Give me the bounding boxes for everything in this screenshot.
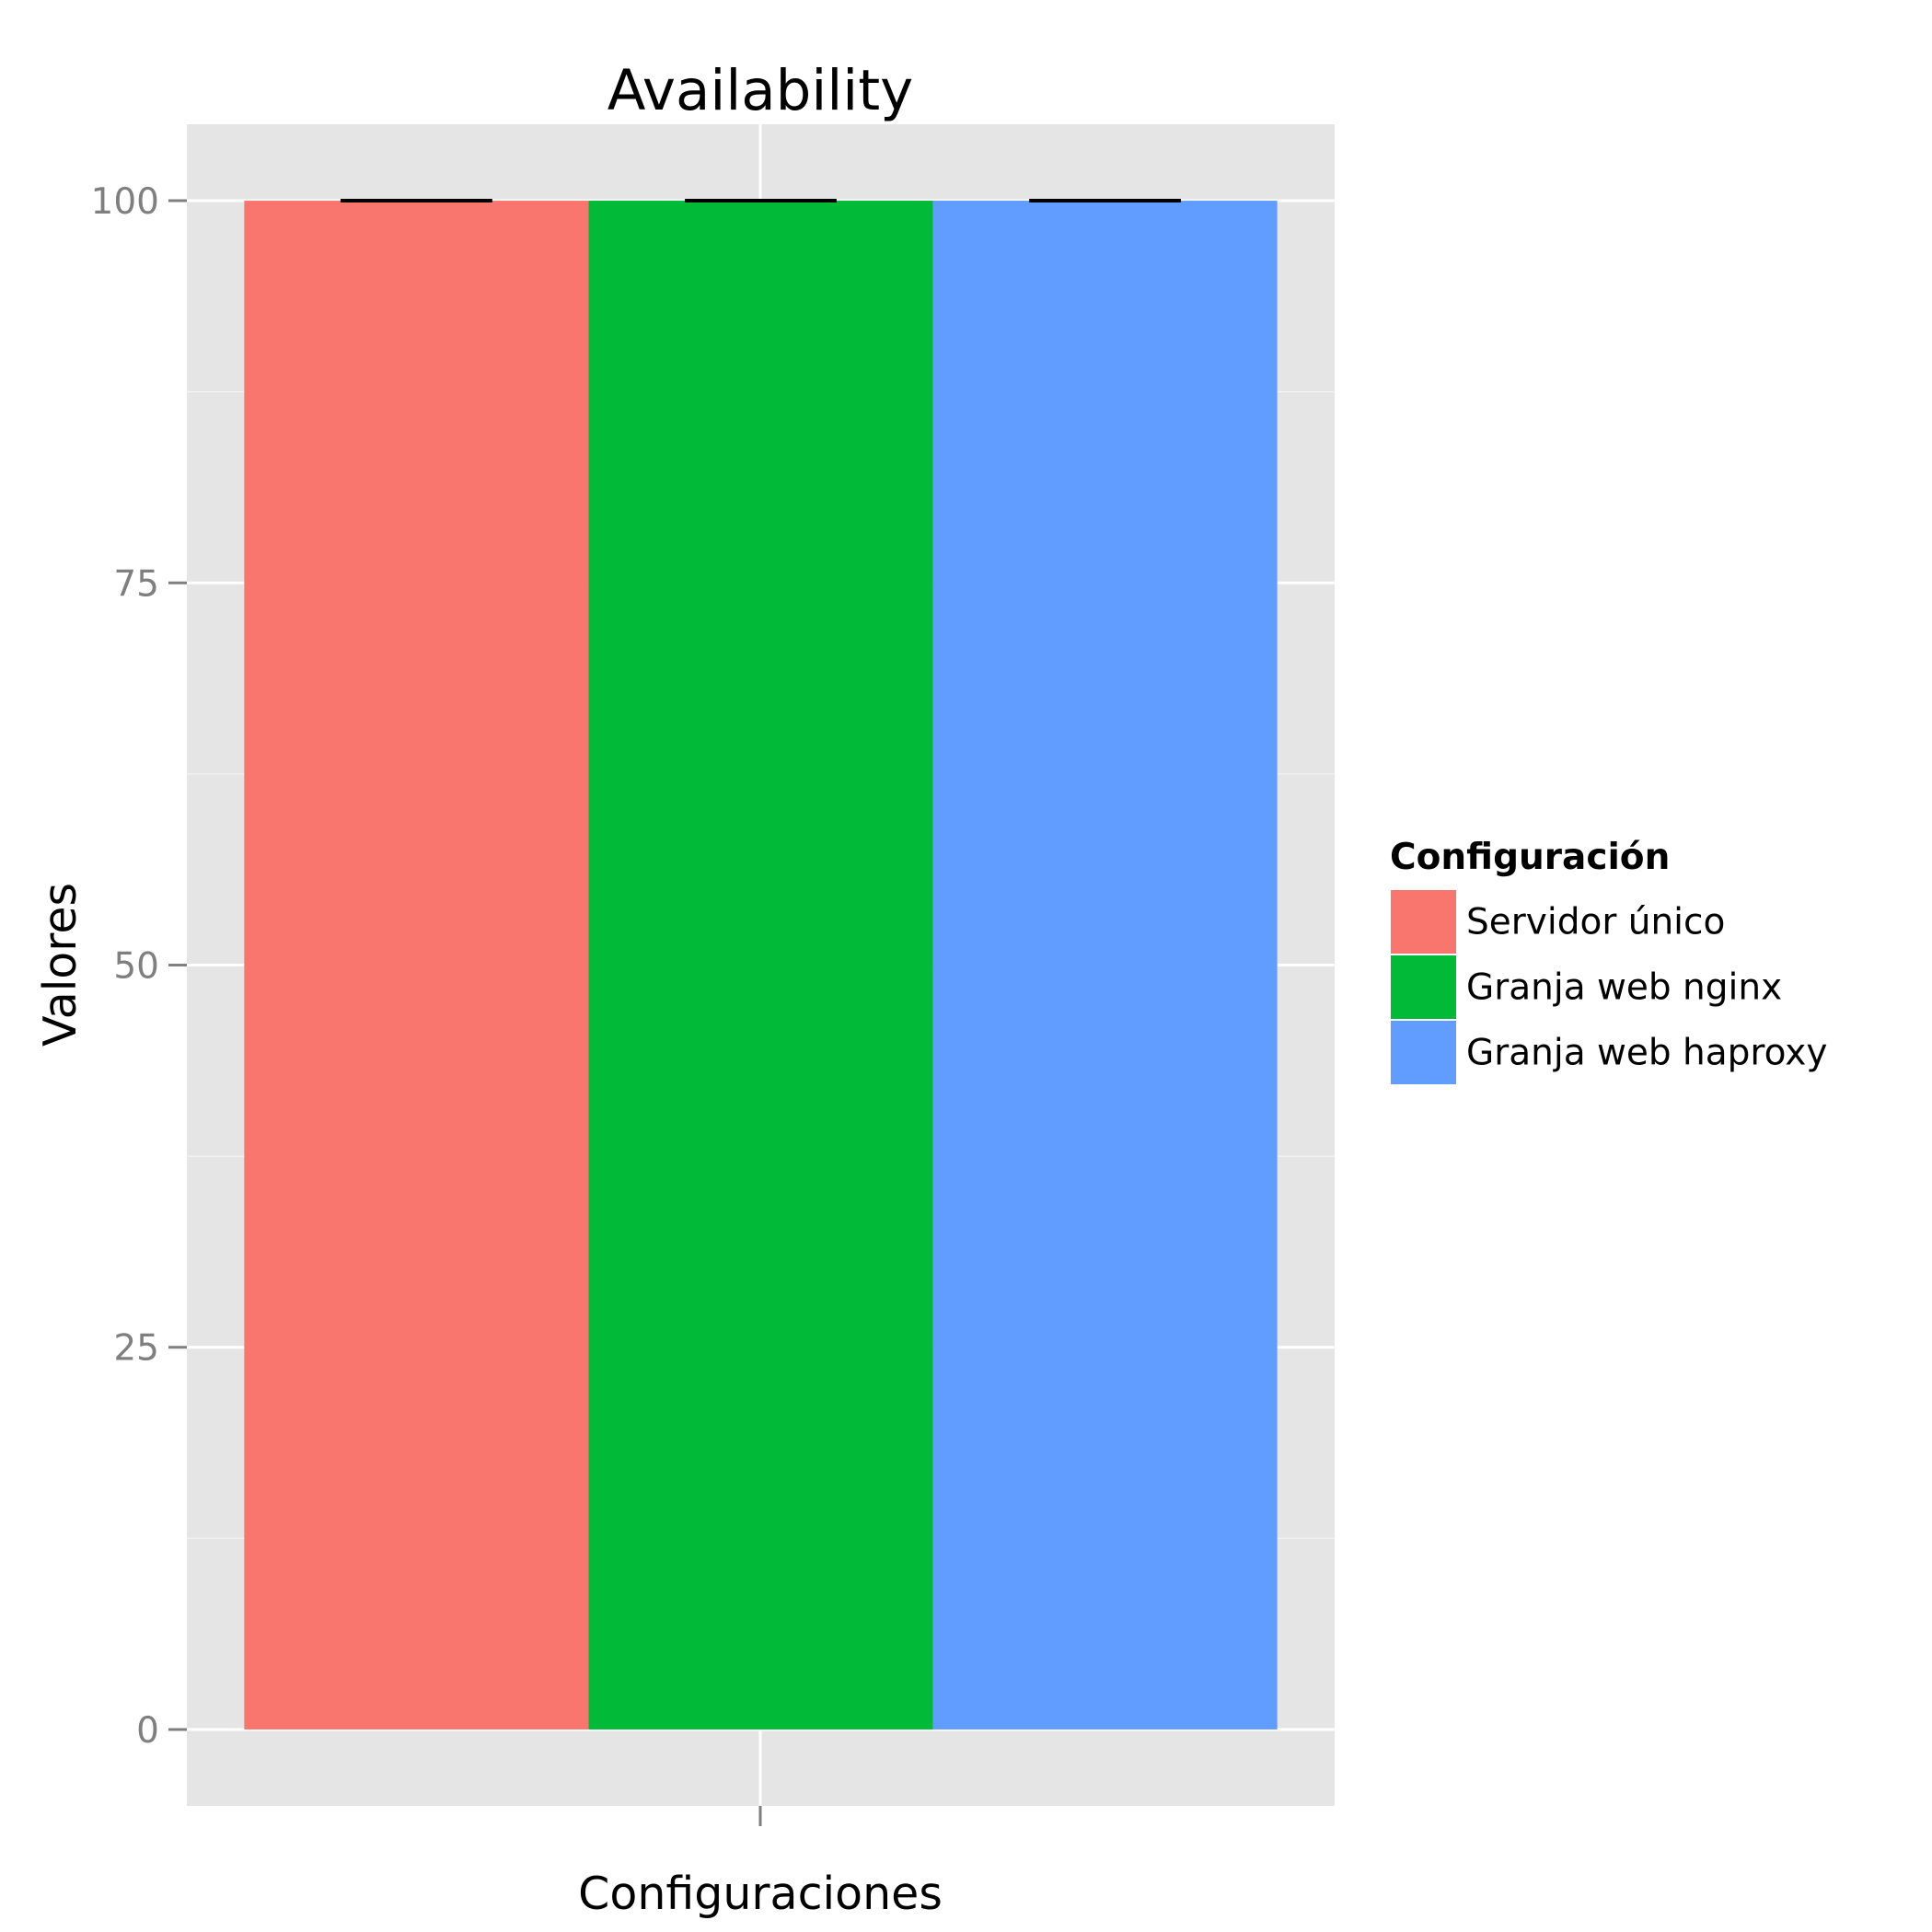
- legend-key: [1389, 954, 1458, 1021]
- legend-key: [1389, 1019, 1458, 1086]
- y-tick-label: 0: [136, 1710, 159, 1752]
- bars: [244, 201, 1278, 1730]
- bar: [244, 201, 589, 1730]
- legend-label: Granja web haproxy: [1466, 1033, 1827, 1074]
- legend: Configuración Servidor único Granja web n…: [1389, 837, 1827, 1086]
- y-axis-title: Valores: [34, 883, 87, 1047]
- y-tick-label: 25: [113, 1328, 159, 1370]
- legend-key: [1389, 888, 1458, 955]
- x-axis-title: Configuraciones: [578, 1868, 943, 1920]
- bar: [932, 201, 1278, 1730]
- bar: [588, 201, 933, 1730]
- legend-title: Configuración: [1390, 837, 1670, 878]
- chart-title: Availability: [607, 58, 914, 123]
- legend-label: Granja web nginx: [1466, 967, 1782, 1009]
- legend-label: Servidor único: [1466, 902, 1725, 943]
- y-tick-label: 100: [91, 181, 159, 223]
- y-tick-label: 50: [113, 946, 159, 988]
- y-tick-label: 75: [113, 563, 159, 605]
- y-axis-ticks: 0 25 50 75 100: [91, 181, 187, 1752]
